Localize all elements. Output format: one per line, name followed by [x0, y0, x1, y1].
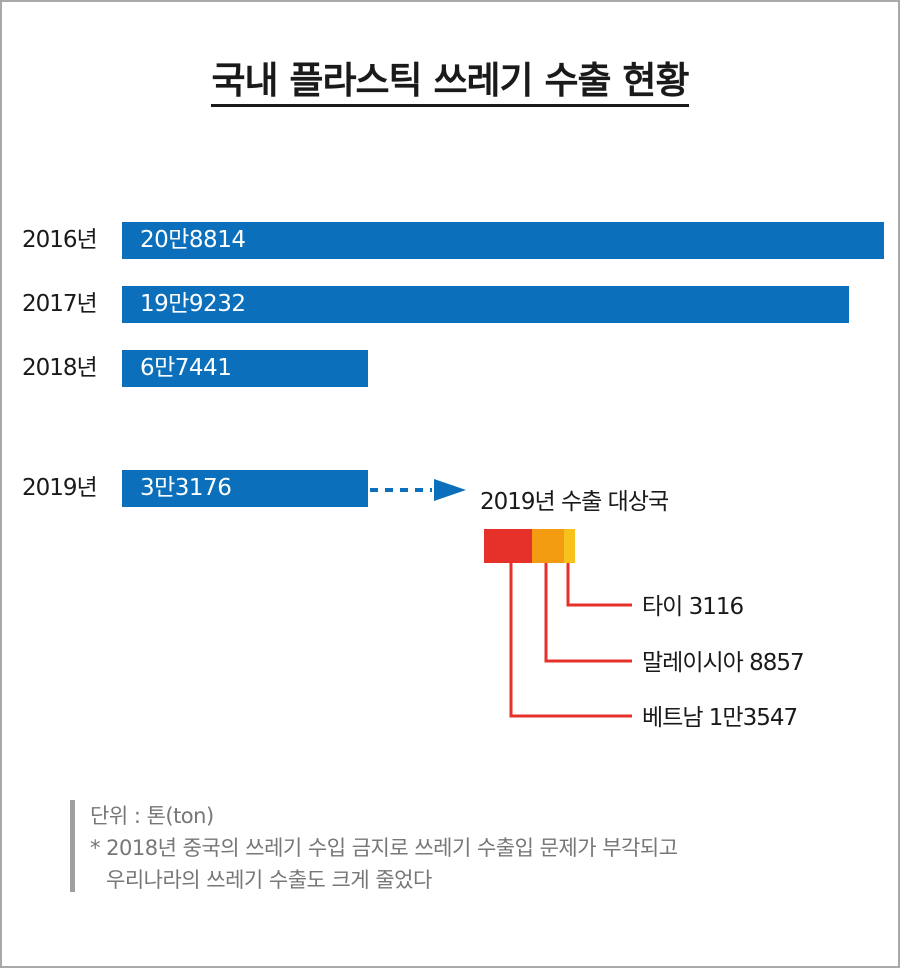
destination-title: 2019년 수출 대상국 — [480, 489, 669, 515]
label-malaysia: 말레이시아 8857 — [642, 650, 805, 676]
connector-thailand — [566, 563, 632, 607]
footnote-line-1: * 2018년 중국의 쓰레기 수입 금지로 쓰레기 수출입 문제가 부각되고 — [90, 836, 678, 860]
bar-value-label-2016: 20만8814 — [140, 227, 246, 253]
segment-thailand — [564, 529, 575, 563]
arrow-head-icon — [434, 479, 466, 501]
chart-title-text: 국내 플라스틱 쓰레기 수출 현황 — [211, 59, 690, 107]
segment-vietnam — [484, 529, 532, 563]
note-accent-bar — [70, 800, 75, 892]
bar-2017 — [122, 286, 849, 323]
footnote-line-2: 우리나라의 쓰레기 수출도 크게 줄었다 — [106, 868, 432, 892]
year-label-2016: 2016년 — [22, 227, 98, 253]
bar-2016 — [122, 222, 884, 259]
bar-value-label-2018: 6만7441 — [140, 355, 232, 381]
bar-2018 — [122, 350, 368, 387]
label-thailand: 타이 3116 — [642, 594, 744, 620]
year-label-2017: 2017년 — [22, 291, 98, 317]
unit-note: 단위 : 톤(ton) — [90, 804, 214, 828]
label-vietnam: 베트남 1만3547 — [642, 705, 798, 731]
year-label-2018: 2018년 — [22, 355, 98, 381]
connector-malaysia — [544, 563, 632, 663]
segment-malaysia — [532, 529, 564, 563]
bar-value-label-2019: 3만3176 — [140, 475, 232, 501]
bar-2019 — [122, 470, 368, 507]
year-label-2019: 2019년 — [22, 475, 98, 501]
connector-vietnam — [509, 563, 632, 718]
bar-value-label-2017: 19만9232 — [140, 291, 246, 317]
chart-title: 국내 플라스틱 쓰레기 수출 현황 — [0, 50, 900, 107]
